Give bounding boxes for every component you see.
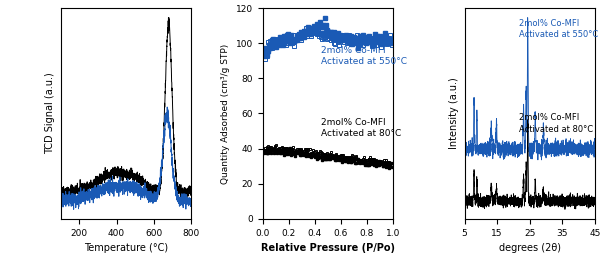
Text: 2mol% Co-MFI
Activated at 80°C: 2mol% Co-MFI Activated at 80°C bbox=[321, 118, 401, 138]
X-axis label: degrees (2θ): degrees (2θ) bbox=[499, 243, 561, 253]
Y-axis label: Quantity Adsorbed (cm³/g STP): Quantity Adsorbed (cm³/g STP) bbox=[221, 43, 230, 184]
Text: 2mol% Co-MFI
Activated at 550°C: 2mol% Co-MFI Activated at 550°C bbox=[321, 46, 407, 66]
X-axis label: Temperature (°C): Temperature (°C) bbox=[84, 243, 168, 253]
Text: 2mol% Co-MFI
Activated at 550°C: 2mol% Co-MFI Activated at 550°C bbox=[520, 19, 599, 39]
Text: 2mol% Co-MFI
Activated at 80°C: 2mol% Co-MFI Activated at 80°C bbox=[520, 113, 594, 134]
Y-axis label: Intensity (a.u.): Intensity (a.u.) bbox=[449, 78, 459, 149]
X-axis label: Relative Pressure (P/Po): Relative Pressure (P/Po) bbox=[261, 243, 395, 253]
Y-axis label: TCD Signal (a.u.): TCD Signal (a.u.) bbox=[45, 73, 55, 154]
